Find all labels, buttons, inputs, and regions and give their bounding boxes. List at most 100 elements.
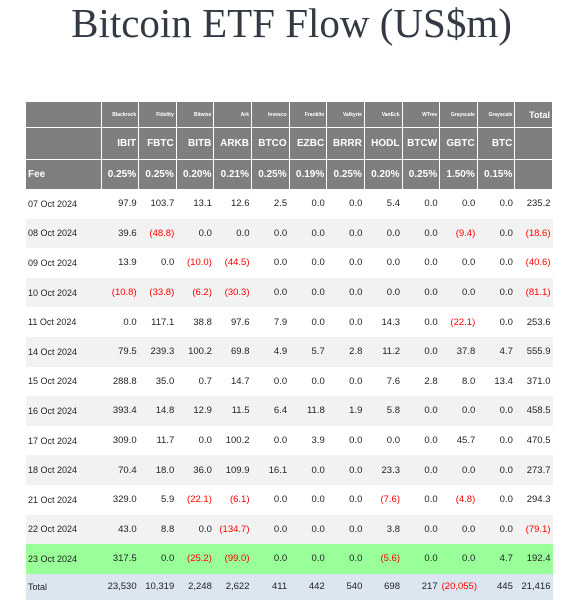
row-total-cell: (40.6) — [514, 248, 553, 278]
row-total-cell: 458.5 — [514, 396, 553, 426]
flow-cell: 14.3 — [364, 307, 402, 337]
table-row: 15 Oct 2024 288.8 35.0 0.7 14.7 0.0 0.0 0.0 7.6 2… — [26, 366, 553, 397]
flow-cell: 16.1 — [251, 455, 290, 485]
ticker-total-cell — [514, 127, 553, 160]
flow-cell: 0.0 — [289, 514, 327, 545]
flow-cell: 0.0 — [402, 425, 440, 456]
flow-cell: 0.0 — [251, 218, 290, 249]
flow-cell: 1.9 — [326, 396, 365, 426]
total-cell: 2,248 — [176, 573, 214, 600]
flow-cell: 5.8 — [364, 396, 402, 426]
flow-cell: 0.0 — [402, 248, 440, 278]
flow-cell: 309.0 — [101, 425, 139, 456]
flow-cell: 3.9 — [289, 425, 327, 456]
flow-cell: 0.0 — [138, 248, 177, 278]
flow-cell: 0.0 — [326, 484, 365, 515]
flow-cell: (22.1) — [439, 307, 478, 337]
fee-cell: 1.50% — [439, 159, 478, 189]
flow-cell: 97.9 — [101, 189, 139, 219]
date-cell: 08 Oct 2024 — [26, 218, 101, 249]
issuer-cell: Franklin — [289, 102, 328, 128]
table-row: 07 Oct 2024 97.9 103.7 13.1 12.6 2.5 0.0 0.0 5.4… — [26, 189, 553, 219]
flow-cell: 0.0 — [477, 307, 515, 337]
flow-cell: 0.0 — [326, 189, 365, 219]
flow-cell: 0.0 — [439, 189, 478, 219]
flow-cell: 0.0 — [402, 544, 440, 574]
flow-cell: 0.0 — [477, 277, 515, 308]
flow-cell: 12.9 — [176, 396, 214, 426]
ticker-cell: IBIT — [101, 127, 140, 160]
issuer-cell: WTree — [402, 102, 441, 128]
flow-cell: 4.7 — [477, 336, 515, 367]
flow-cell: 8.0 — [439, 366, 478, 397]
flow-cell: 0.0 — [326, 248, 365, 278]
flow-cell: (25.2) — [176, 544, 214, 574]
flow-cell: 0.0 — [326, 307, 365, 337]
flow-cell: 11.7 — [138, 425, 177, 456]
flow-cell: (48.8) — [138, 218, 177, 249]
date-cell: 09 Oct 2024 — [26, 248, 101, 278]
issuer-cell: Fidelity — [138, 102, 177, 128]
issuer-cell: Ark — [213, 102, 252, 128]
table-row: 23 Oct 2024 317.5 0.0 (25.2) (99.0) 0.0 0.0 0.0… — [26, 544, 553, 574]
flow-cell: 0.0 — [326, 544, 365, 574]
total-cell: 10,319 — [138, 573, 177, 600]
flow-cell: 288.8 — [101, 366, 139, 397]
flow-cell: 0.0 — [439, 248, 478, 278]
flow-cell: 0.0 — [439, 455, 478, 485]
flow-cell: 7.9 — [251, 307, 290, 337]
total-header: Total — [514, 102, 553, 128]
flow-cell: 0.0 — [439, 544, 478, 574]
fee-total-cell — [514, 159, 553, 189]
flow-cell: 37.8 — [439, 336, 478, 367]
flow-cell: (6.1) — [213, 484, 252, 515]
flow-cell: (5.6) — [364, 544, 402, 574]
flow-cell: 45.7 — [439, 425, 478, 456]
issuer-cell: VanEck — [364, 102, 403, 128]
flow-cell: 0.0 — [176, 514, 214, 545]
flow-cell: (99.0) — [213, 544, 252, 574]
flow-cell: 23.3 — [364, 455, 402, 485]
ticker-corner-cell — [26, 127, 102, 160]
flow-cell: 4.7 — [477, 544, 515, 574]
flow-cell: 0.0 — [326, 366, 365, 397]
flow-cell: (7.6) — [364, 484, 402, 515]
table-row: 10 Oct 2024 (10.8) (33.8) (6.2) (30.3) 0.0 0.0… — [26, 277, 553, 308]
flow-cell: 0.0 — [251, 277, 290, 308]
flow-cell: 0.0 — [289, 455, 327, 485]
table-row: 16 Oct 2024 393.4 14.8 12.9 11.5 6.4 11.8 1.9 5.… — [26, 396, 553, 426]
total-cell: 445 — [477, 573, 515, 600]
flow-cell: 2.8 — [402, 366, 440, 397]
total-cell: 442 — [289, 573, 327, 600]
total-row: Total 23,530 10,319 2,248 2,622 411 442 540 698 2… — [26, 573, 553, 600]
issuer-cell: Grayscale — [477, 102, 516, 128]
issuer-corner-cell — [26, 102, 102, 128]
flow-cell: 5.9 — [138, 484, 177, 515]
fee-cell: 0.25% — [402, 159, 441, 189]
flow-cell: 11.5 — [213, 396, 252, 426]
fee-cell: 0.21% — [213, 159, 252, 189]
flow-cell: 0.0 — [477, 248, 515, 278]
total-cell: 411 — [251, 573, 290, 600]
date-cell: 07 Oct 2024 — [26, 189, 101, 219]
flow-cell: 7.6 — [364, 366, 402, 397]
fee-row: Fee 0.25% 0.25% 0.20% 0.21% 0.25% 0.19% … — [26, 159, 553, 189]
ticker-cell: FBTC — [138, 127, 177, 160]
flow-cell: 393.4 — [101, 396, 139, 426]
flow-cell: 0.0 — [402, 336, 440, 367]
flow-cell: 0.0 — [402, 277, 440, 308]
flow-cell: (9.4) — [439, 218, 478, 249]
table-row: 11 Oct 2024 0.0 117.1 38.8 97.6 7.9 0.0 0.0 14.3… — [26, 307, 553, 337]
issuer-header-row: Blackrock Fidelity Bitwise Ark Invesco F… — [26, 102, 553, 128]
date-cell: 17 Oct 2024 — [26, 425, 101, 456]
table-row: 18 Oct 2024 70.4 18.0 36.0 109.9 16.1 0.0 0.0 23… — [26, 455, 553, 485]
fee-cell: 0.25% — [101, 159, 140, 189]
flow-cell: 329.0 — [101, 484, 139, 515]
table-row: 17 Oct 2024 309.0 11.7 0.0 100.2 0.0 3.9 0.0 0.0… — [26, 425, 553, 456]
total-cell: 698 — [364, 573, 402, 600]
date-cell: 10 Oct 2024 — [26, 277, 101, 308]
flow-cell: 0.0 — [176, 425, 214, 456]
issuer-cell: Valkyrie — [326, 102, 365, 128]
flow-cell: 0.0 — [477, 396, 515, 426]
flow-cell: 0.0 — [138, 544, 177, 574]
